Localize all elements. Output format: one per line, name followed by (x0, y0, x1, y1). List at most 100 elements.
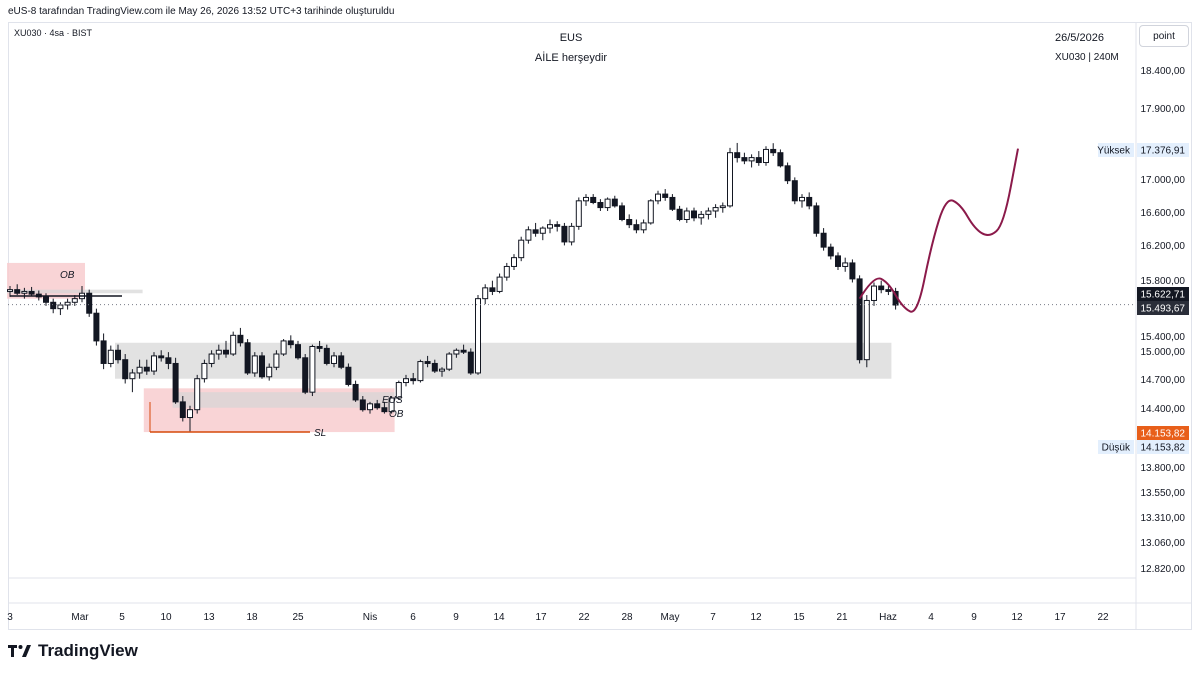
candle-body (93, 312, 100, 342)
low-label-tag-bg (1098, 440, 1134, 454)
overlay-layer: OB EUS OB SL Yüksek 17.376,91 15.622,71 15.493,… (8, 22, 1192, 630)
candle-body (43, 296, 49, 303)
x-tick-label: 14 (493, 612, 505, 623)
candle-body (230, 334, 237, 355)
candle-body (431, 362, 438, 372)
x-tick-label: 21 (836, 612, 848, 623)
candle-body (511, 257, 517, 267)
candle-body (727, 152, 733, 207)
zone-2 (115, 342, 892, 379)
candle-body (259, 355, 265, 378)
x-tick-label: 28 (621, 612, 633, 623)
candle-body (806, 196, 813, 207)
candle-body (763, 148, 769, 164)
candle-body (719, 205, 726, 209)
x-tick-label: 12 (750, 612, 762, 623)
candle-body (705, 210, 712, 215)
candle-body (244, 342, 251, 374)
current-price-tag: 15.622,71 (1141, 290, 1186, 301)
candle-body (345, 366, 352, 385)
sl-label: SL (314, 428, 326, 439)
candle-body (179, 401, 186, 419)
candle-body (352, 383, 359, 401)
tradingview-logo[interactable]: TradingView (8, 641, 138, 661)
x-axis: 3 Mar 5 10 13 18 25 Nis 6 9 14 17 22 28 May 7 12 15 21 Haz 4… (7, 612, 1109, 623)
candle-body (115, 349, 121, 361)
candle-body (273, 353, 280, 368)
candle-body (280, 340, 287, 355)
candle-body (309, 346, 316, 393)
candle-body (251, 355, 258, 374)
x-tick-label: 5 (119, 612, 125, 623)
candle-body (223, 349, 229, 355)
candle-body (201, 362, 208, 380)
candle-body (187, 409, 193, 419)
candle-body (482, 287, 489, 300)
y-tick-label: 17.900,00 (1141, 104, 1186, 115)
x-tick-label: 12 (1011, 612, 1023, 623)
high-label-tag-bg (1098, 143, 1134, 157)
x-tick-label: 9 (971, 612, 977, 623)
candle-body (172, 362, 179, 403)
x-tick-label: 3 (7, 612, 13, 623)
y-tick-label: 18.400,00 (1141, 66, 1186, 77)
candle-body (359, 399, 366, 411)
x-tick-label: 17 (535, 612, 547, 623)
chart-date: 26/5/2026 (1055, 32, 1104, 44)
candle-body (813, 205, 820, 234)
point-button[interactable]: point (1139, 25, 1189, 47)
candle-body (597, 202, 604, 209)
candle-body (194, 378, 201, 411)
candle-body (619, 205, 625, 221)
candle-body (691, 210, 697, 219)
y-axis: 18.400,00 17.900,00 17.000,00 16.600,00 16.2… (1141, 66, 1186, 575)
candle-body (835, 255, 841, 267)
x-tick-label: 25 (292, 612, 304, 623)
candle-body (215, 349, 222, 355)
x-tick-label: 9 (453, 612, 459, 623)
candle-body (107, 349, 114, 364)
low-label-tag: Düşük (1102, 443, 1131, 454)
candle-body (100, 340, 107, 364)
candle-body (424, 361, 431, 364)
candle-body (683, 210, 690, 221)
y-tick-label: 16.200,00 (1141, 241, 1186, 252)
candle-body (885, 289, 892, 292)
candle-body (784, 165, 791, 182)
candle-body (561, 225, 568, 243)
ob-top-label: OB (60, 270, 75, 281)
chart-title: EUS (559, 32, 583, 44)
candle-body (583, 196, 589, 202)
y-tick-label: 15.000,00 (1141, 347, 1186, 358)
candle-body (547, 224, 553, 229)
candle-body (496, 276, 503, 292)
candle-body (590, 196, 597, 204)
candle-body (208, 353, 215, 364)
chart-frame (8, 22, 1192, 630)
candle-body (863, 299, 870, 361)
candle-body (295, 344, 301, 359)
x-tick-label: 7 (710, 612, 716, 623)
candle-body (849, 262, 856, 280)
candle-body (676, 208, 683, 221)
tradingview-logo-icon (8, 645, 31, 657)
y-tick-label: 14.400,00 (1141, 404, 1186, 415)
candle-body (532, 229, 539, 234)
candle-body (64, 301, 71, 306)
candle-body (626, 219, 633, 226)
candle-body (410, 378, 417, 382)
low-value-tag: 14.153,82 (1141, 443, 1186, 454)
candle-body (439, 368, 445, 372)
candle-body (611, 198, 618, 207)
zone-1 (7, 289, 143, 294)
y-tick-label: 14.700,00 (1141, 375, 1186, 386)
candle-body (475, 298, 481, 374)
candle-body (338, 355, 345, 368)
x-tick-label: Mar (71, 612, 89, 623)
symbol-interval: XU030 | 240M (1055, 52, 1119, 63)
low-value-tag-bg (1137, 440, 1189, 454)
candle-body (489, 287, 496, 292)
candle-body (734, 152, 741, 159)
candle-body (827, 246, 834, 257)
